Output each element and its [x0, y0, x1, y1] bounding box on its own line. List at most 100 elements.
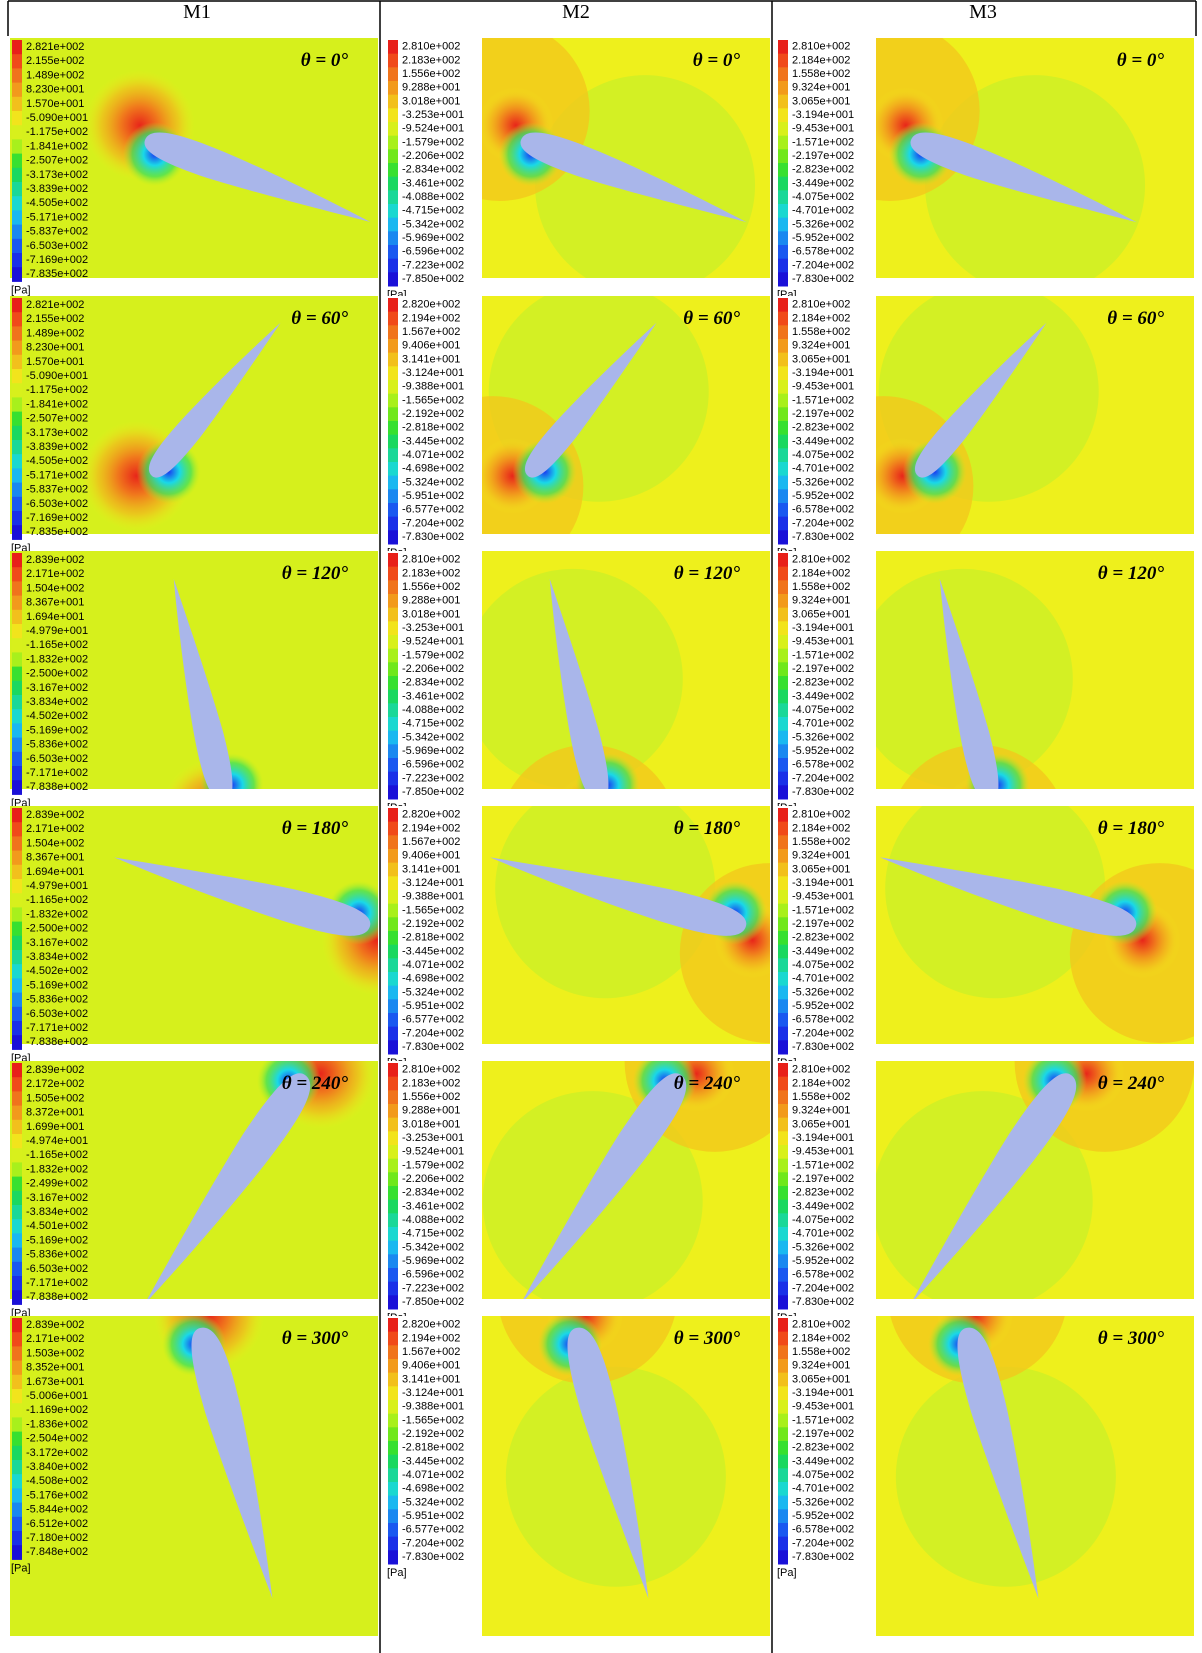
legend-swatch [778, 435, 788, 449]
legend-label: -6.578e+002 [792, 504, 854, 516]
theta-label: θ = 60° [291, 308, 348, 329]
unit-label: [Pa] [11, 284, 31, 296]
legend-swatch [12, 1148, 22, 1163]
legend-label: 2.810e+002 [792, 1319, 850, 1331]
legend-label: -7.830e+002 [792, 1041, 854, 1053]
legend-swatch [388, 731, 398, 745]
legend-label: -5.969e+002 [402, 232, 464, 244]
legend-label: -4.075e+002 [792, 1214, 854, 1226]
legend-label: -1.165e+002 [26, 894, 88, 906]
legend-label: -4.501e+002 [26, 1220, 88, 1232]
legend-label: -2.197e+002 [792, 1428, 854, 1440]
legend-label: -7.838e+002 [26, 1036, 88, 1048]
legend-swatch [778, 676, 788, 690]
legend-label: -7.204e+002 [402, 1027, 464, 1039]
theta-label: θ = 120° [674, 563, 741, 584]
legend-label: -6.578e+002 [792, 1269, 854, 1281]
legend-swatch [12, 1007, 22, 1022]
legend-label: -4.505e+002 [26, 197, 88, 209]
legend-label: -1.832e+002 [26, 908, 88, 920]
legend-label: -5.326e+002 [792, 476, 854, 488]
legend-swatch [388, 1145, 398, 1159]
legend-swatch [388, 1482, 398, 1496]
legend-swatch [388, 394, 398, 408]
legend-swatch [388, 489, 398, 503]
legend-swatch [778, 1241, 788, 1255]
legend-label: 2.839e+002 [26, 1319, 84, 1331]
legend-label: -6.596e+002 [402, 246, 464, 258]
legend-label: -5.169e+002 [26, 979, 88, 991]
legend-label: -3.173e+002 [26, 169, 88, 181]
legend-label: -1.841e+002 [26, 140, 88, 152]
legend-swatch [778, 635, 788, 649]
legend-swatch [12, 766, 22, 781]
legend-swatch [12, 1191, 22, 1206]
legend-label: -4.088e+002 [402, 704, 464, 716]
legend-label: 1.694e+001 [26, 611, 84, 623]
legend-label: -4.715e+002 [402, 1228, 464, 1240]
legend-swatch [388, 703, 398, 717]
legend-swatch [12, 497, 22, 512]
legend-label: -6.596e+002 [402, 759, 464, 771]
legend-swatch [388, 366, 398, 380]
legend-label: -9.524e+001 [402, 123, 464, 135]
legend-swatch [778, 1104, 788, 1118]
legend-label: -2.192e+002 [402, 408, 464, 420]
legend-label: -7.838e+002 [26, 1291, 88, 1303]
legend-label: -7.180e+002 [26, 1532, 88, 1544]
legend-swatch [778, 1172, 788, 1186]
legend-swatch [12, 1091, 22, 1106]
legend-label: -5.951e+002 [402, 1510, 464, 1522]
legend-label: -6.578e+002 [792, 759, 854, 771]
legend-label: 9.324e+001 [792, 340, 850, 352]
legend-swatch [778, 890, 788, 904]
legend-label: -5.844e+002 [26, 1504, 88, 1516]
legend-swatch [12, 1290, 22, 1305]
legend-swatch [12, 1262, 22, 1277]
legend-swatch [778, 822, 788, 836]
legend-swatch [12, 1517, 22, 1532]
legend-label: -4.088e+002 [402, 1214, 464, 1226]
legend-label: -3.173e+002 [26, 427, 88, 439]
legend-swatch [388, 1441, 398, 1455]
contour-panel: 2.810e+0022.183e+0021.556e+0029.288e+001… [386, 21, 770, 301]
legend-label: 2.155e+002 [26, 313, 84, 325]
legend-swatch [388, 580, 398, 594]
legend-swatch [388, 876, 398, 890]
legend-swatch [778, 1345, 788, 1359]
legend-label: -2.206e+002 [402, 150, 464, 162]
legend-label: -5.969e+002 [402, 745, 464, 757]
legend-label: -5.837e+002 [26, 226, 88, 238]
legend-swatch [388, 945, 398, 959]
legend-label: -4.701e+002 [792, 1228, 854, 1240]
legend-label: -7.838e+002 [26, 781, 88, 793]
contour-panel: 2.810e+0022.184e+0021.558e+0029.324e+001… [776, 282, 1194, 576]
legend-swatch [12, 383, 22, 398]
legend-label: -3.124e+001 [402, 877, 464, 889]
legend-swatch [388, 435, 398, 449]
legend-swatch [778, 353, 788, 367]
legend-label: -2.823e+002 [792, 677, 854, 689]
legend-label: -2.823e+002 [792, 932, 854, 944]
legend-label: -4.071e+002 [402, 1469, 464, 1481]
legend-swatch [778, 95, 788, 109]
legend-label: -6.596e+002 [402, 1269, 464, 1281]
legend-swatch [778, 259, 788, 273]
legend-swatch [778, 849, 788, 863]
legend-swatch [778, 1400, 788, 1414]
legend-swatch [12, 454, 22, 469]
legend-label: -7.204e+002 [792, 772, 854, 784]
legend-label: -6.503e+002 [26, 498, 88, 510]
legend-label: -3.461e+002 [402, 177, 464, 189]
legend-swatch [12, 196, 22, 211]
legend-label: -4.088e+002 [402, 191, 464, 203]
legend-swatch [12, 964, 22, 979]
legend-swatch [12, 808, 22, 823]
legend-swatch [778, 945, 788, 959]
legend-label: -3.461e+002 [402, 690, 464, 702]
legend-swatch [778, 1186, 788, 1200]
legend-swatch [778, 1090, 788, 1104]
theta-label: θ = 0° [693, 50, 741, 71]
legend-label: -4.698e+002 [402, 1483, 464, 1495]
legend-label: -3.194e+001 [792, 877, 854, 889]
